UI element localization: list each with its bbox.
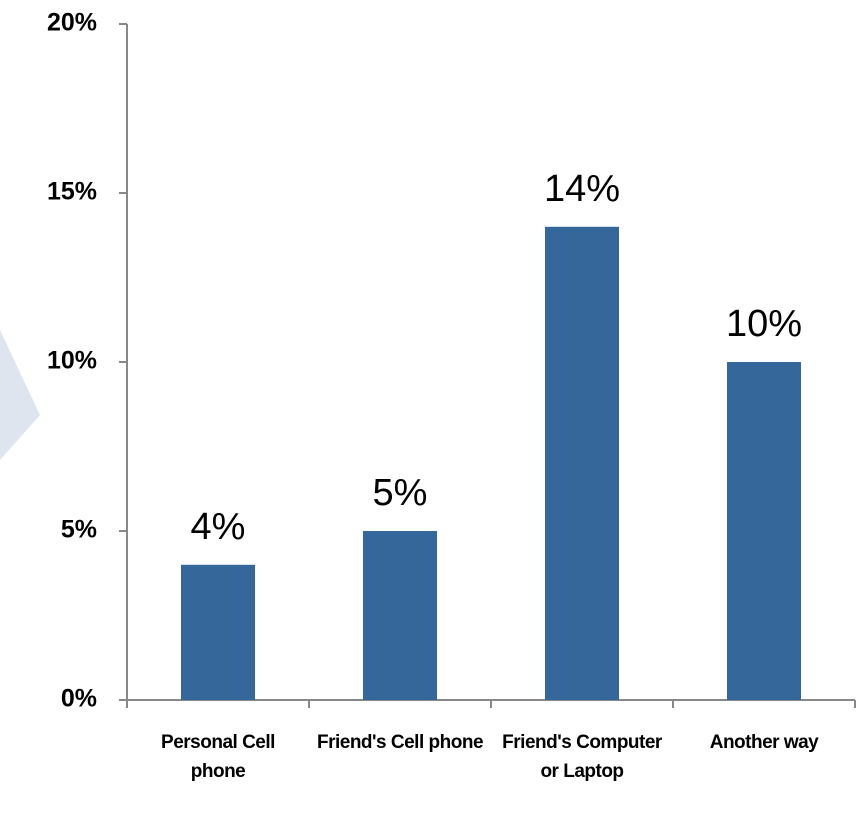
bar [545,226,619,701]
y-tick-label: 20% [47,9,97,37]
y-tick-label: 15% [47,178,97,206]
value-label: 10% [726,303,802,345]
x-tick-label: Friend's Computer or Laptop [502,732,662,782]
value-label: 14% [544,168,620,210]
y-tick-label: 10% [47,347,97,375]
bar [363,531,437,700]
x-tick-label: Friend's Cell phone [316,732,484,753]
y-tick-label: 0% [61,685,97,713]
y-tick-label: 5% [61,516,97,544]
bar [727,362,801,700]
value-label: 5% [373,472,428,514]
decoration [0,330,40,460]
bar [181,564,255,700]
value-label: 4% [191,506,246,548]
x-tick-label: Another way [709,732,819,753]
x-tick-label: Personal Cell phone [161,732,275,782]
